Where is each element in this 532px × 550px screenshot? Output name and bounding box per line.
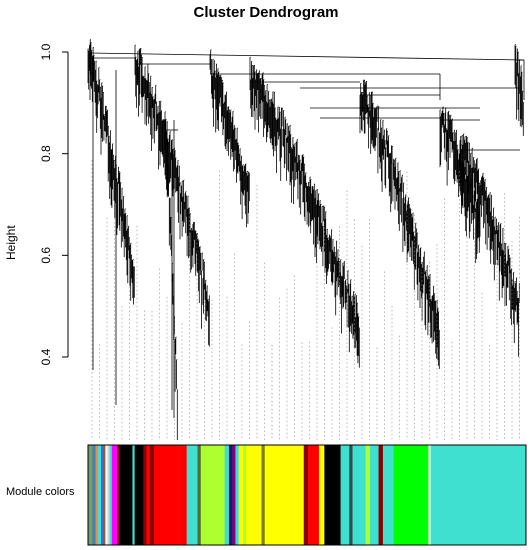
- module-color-segment: [352, 445, 366, 545]
- module-color-segment: [303, 445, 309, 545]
- dendrogram-branches: [87, 39, 525, 440]
- module-color-segment: [119, 445, 133, 545]
- module-color-segment: [117, 445, 120, 545]
- y-tick-label: 1.0: [39, 43, 53, 60]
- module-color-segment: [340, 445, 350, 545]
- module-color-segment: [369, 445, 379, 545]
- module-color-segment: [428, 445, 431, 545]
- module-color-bar: [88, 445, 527, 545]
- module-color-segment: [149, 445, 155, 545]
- module-color-segment: [246, 445, 262, 545]
- module-color-segment: [393, 445, 429, 545]
- chart-title: Cluster Dendrogram: [193, 4, 339, 21]
- module-color-segment: [349, 445, 353, 545]
- module-color-segment: [111, 445, 118, 545]
- module-color-segment: [430, 445, 527, 545]
- y-tick-label: 0.4: [39, 348, 53, 365]
- module-color-segment: [154, 445, 187, 545]
- module-color-segment: [132, 445, 135, 545]
- module-color-segment: [197, 445, 202, 545]
- leaf-guide-lines: [91, 160, 520, 440]
- module-color-segment: [382, 445, 395, 545]
- y-tick-label: 0.6: [39, 247, 53, 264]
- module-color-segment: [235, 445, 239, 545]
- module-color-segment: [378, 445, 384, 545]
- module-color-segment: [88, 445, 91, 545]
- module-color-segment: [101, 445, 104, 545]
- module-color-segment: [134, 445, 144, 545]
- module-color-segment: [92, 445, 96, 545]
- module-color-segment: [146, 445, 151, 545]
- module-color-segment: [228, 445, 233, 545]
- module-color-segment: [105, 445, 108, 545]
- module-color-segment: [200, 445, 225, 545]
- module-color-segment: [238, 445, 244, 545]
- module-colors-label: Module colors: [6, 486, 75, 498]
- module-color-segment: [324, 445, 341, 545]
- module-color-segment: [97, 445, 102, 545]
- module-color-segment: [109, 445, 113, 545]
- module-color-segment: [107, 445, 110, 545]
- module-color-segment: [143, 445, 147, 545]
- module-color-segment: [224, 445, 230, 545]
- module-color-segment: [264, 445, 305, 545]
- y-tick-label: 0.8: [39, 145, 53, 162]
- module-color-segment: [365, 445, 371, 545]
- module-color-segment: [318, 445, 325, 545]
- module-color-segment: [186, 445, 198, 545]
- color-bar-border: [87, 444, 527, 546]
- module-color-segment: [243, 445, 247, 545]
- module-color-segment: [232, 445, 236, 545]
- module-color-segment: [95, 445, 99, 545]
- module-color-segment: [90, 445, 93, 545]
- module-color-segment: [261, 445, 266, 545]
- module-color-segment: [308, 445, 320, 545]
- module-color-segment: [103, 445, 106, 545]
